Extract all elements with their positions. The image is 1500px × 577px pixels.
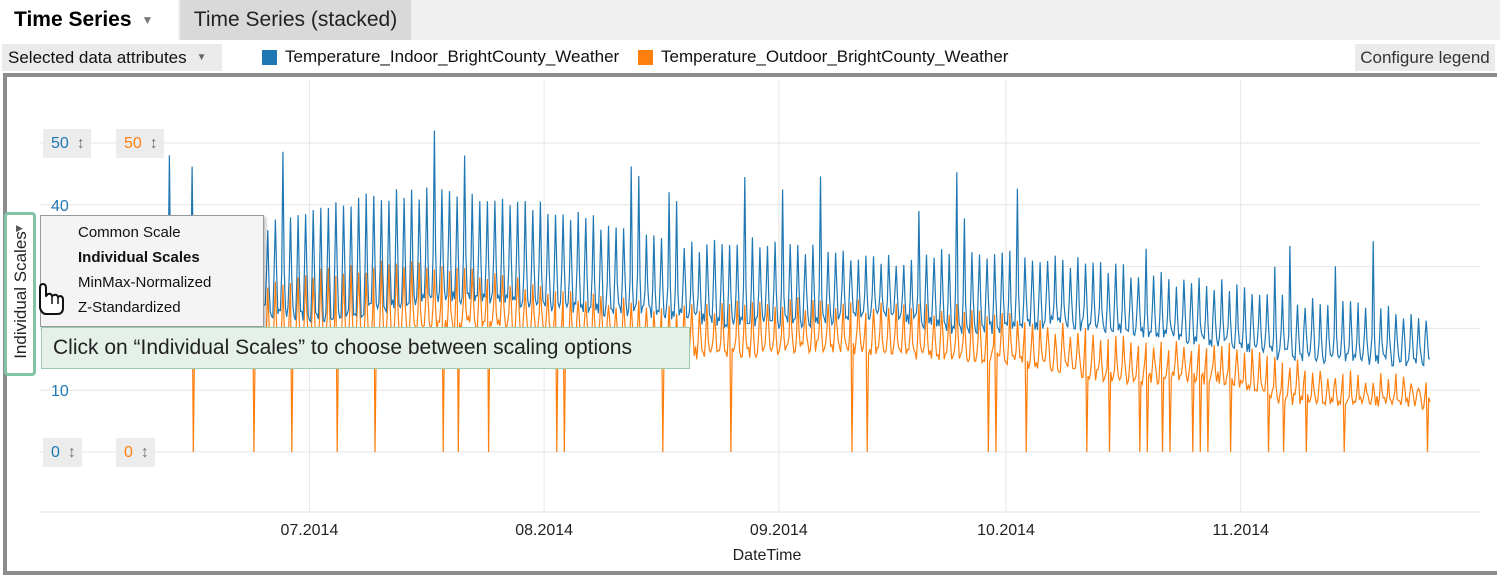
chevron-down-icon[interactable]: ▼	[141, 13, 154, 27]
x-tick-label: 08.2014	[515, 522, 573, 539]
indoor-scale-max-handle[interactable]: 50 ↕	[43, 129, 91, 158]
x-tick-label: 09.2014	[750, 522, 808, 539]
outdoor-scale-max-handle[interactable]: 50 ↕	[116, 129, 164, 158]
menu-item-individual-scales[interactable]: Individual Scales	[78, 249, 200, 266]
menu-item-minmax-normalized[interactable]: MinMax-Normalized	[78, 274, 212, 291]
hand-pointer-icon	[39, 283, 64, 315]
configure-legend-button[interactable]: Configure legend	[1355, 44, 1495, 71]
tab-time-series-stacked[interactable]: Time Series (stacked)	[180, 0, 411, 40]
drag-vertical-icon: ↕	[67, 443, 76, 461]
x-axis-label: DateTime	[733, 547, 802, 564]
outdoor-scale-max-value: 50	[124, 134, 142, 152]
menu-item-z-standardized[interactable]: Z-Standardized	[78, 299, 181, 316]
legend-swatch-indoor	[262, 49, 277, 65]
menu-item-common-scale[interactable]: Common Scale	[78, 224, 181, 241]
drag-vertical-icon: ↕	[76, 134, 85, 152]
legend-item-outdoor[interactable]: Temperature_Outdoor_BrightCounty_Weather	[638, 47, 1008, 67]
tab-time-series-stacked-label: Time Series (stacked)	[193, 8, 398, 31]
legend-item-indoor[interactable]: Temperature_Indoor_BrightCounty_Weather	[262, 47, 619, 67]
legend-bar: Selected data attributes ▼ Temperature_I…	[0, 40, 1500, 73]
x-tick-labels: 07.2014 08.2014 09.2014 10.2014 11.2014	[281, 522, 1270, 539]
scale-mode-toggle[interactable]: ▶ Individual Scales	[4, 212, 36, 376]
series-line-indoor	[104, 130, 1431, 368]
outdoor-scale-min-handle[interactable]: 0 ↕	[116, 438, 155, 467]
outdoor-scale-min-value: 0	[124, 443, 133, 461]
chevron-down-icon: ▼	[196, 52, 207, 63]
scale-mode-menu: Common Scale Individual Scales MinMax-No…	[40, 215, 264, 327]
legend-label-outdoor: Temperature_Outdoor_BrightCounty_Weather	[661, 47, 1009, 66]
x-tick-label: 10.2014	[977, 522, 1035, 539]
tab-time-series[interactable]: Time Series ▼	[0, 0, 178, 40]
expand-triangle-icon: ▶	[16, 223, 23, 233]
indoor-scale-max-value: 50	[51, 134, 69, 152]
y-tick-label: 10	[51, 383, 69, 400]
indoor-scale-min-handle[interactable]: 0 ↕	[43, 438, 82, 467]
tab-time-series-label: Time Series	[14, 8, 132, 31]
legend-swatch-outdoor	[638, 49, 653, 65]
x-tick-label: 11.2014	[1212, 522, 1269, 539]
instruction-callout: Click on “Individual Scales” to choose b…	[41, 327, 690, 369]
selected-attributes-label: Selected data attributes	[8, 47, 187, 67]
y-tick-label: 40	[51, 198, 69, 215]
x-tick-label: 07.2014	[281, 522, 339, 539]
drag-vertical-icon: ↕	[140, 443, 149, 461]
chart-lines	[104, 130, 1431, 453]
indoor-scale-min-value: 0	[51, 443, 60, 461]
tab-bar: Time Series ▼ Time Series (stacked)	[0, 0, 1500, 40]
selected-attributes-dropdown[interactable]: Selected data attributes ▼	[2, 44, 222, 71]
y-tick-labels: 10 40	[51, 198, 69, 400]
drag-vertical-icon: ↕	[149, 134, 158, 152]
legend-label-indoor: Temperature_Indoor_BrightCounty_Weather	[285, 47, 620, 66]
